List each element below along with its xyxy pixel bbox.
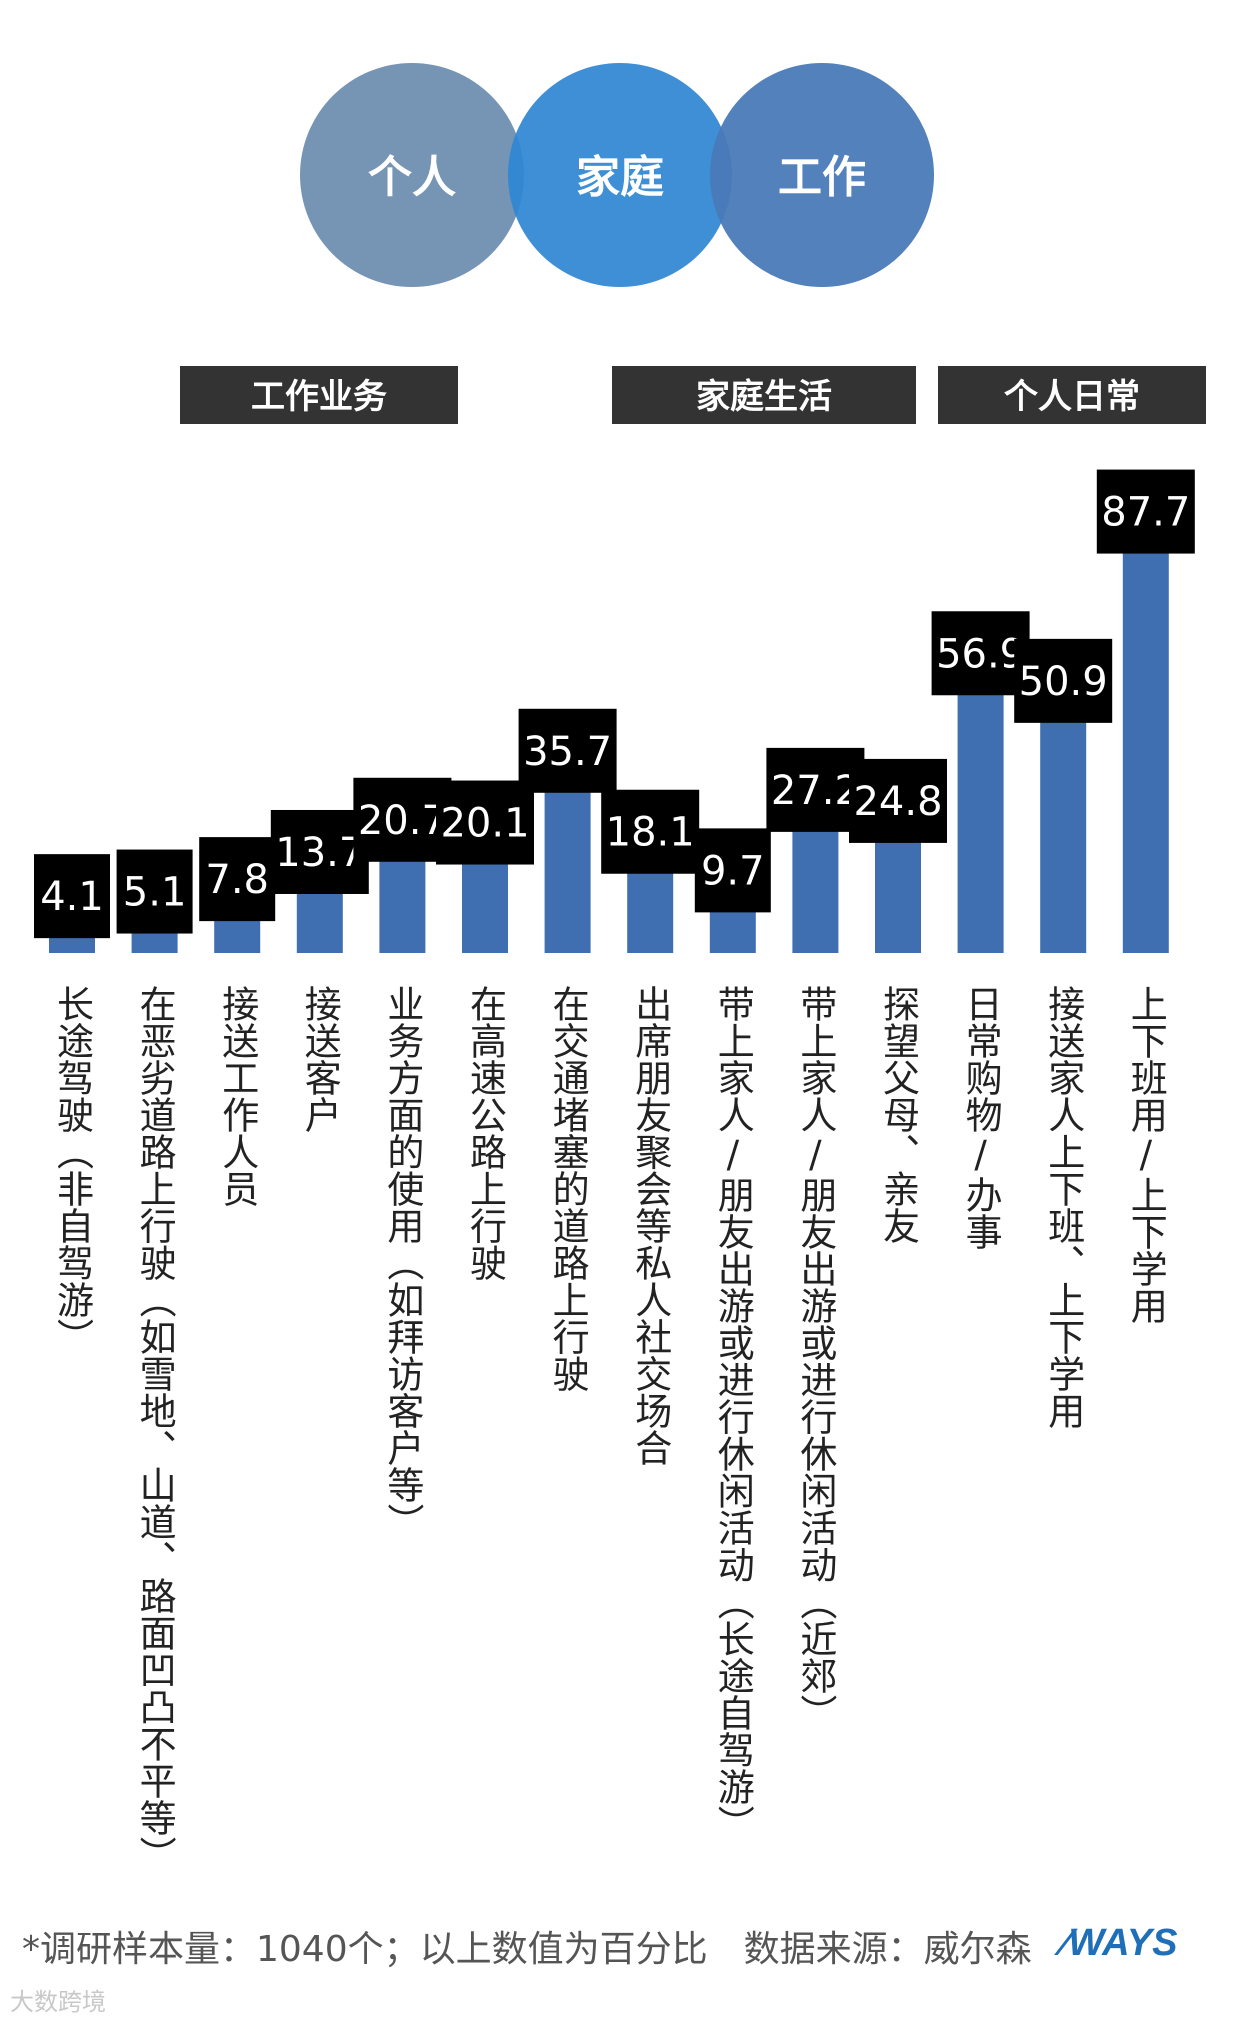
category-label-4: 业务方面的使用（如拜访客户等） (381, 985, 425, 1540)
bar-series (49, 549, 1169, 953)
value-label-5: 20.1 (440, 801, 529, 847)
sample-note: *调研样本量：1040个；以上数值为百分比 (22, 1929, 708, 1970)
value-label-box-4 (353, 777, 452, 862)
category-labels: 长途驾驶（非自驾游） 在恶劣道路上行驶（如雪地、山道、路面凹凸不平等） 接送工作人员… (51, 985, 1168, 1873)
group-headers: 工作业务 家庭生活 个人日常 (180, 366, 1206, 424)
bar-12 (1040, 718, 1087, 953)
value-label-0: 4.1 (40, 874, 104, 920)
bar-9 (792, 827, 839, 953)
value-label-7: 18.1 (606, 810, 695, 856)
value-label-6: 35.7 (523, 729, 612, 775)
value-label-box-9 (766, 747, 865, 832)
bar-7 (627, 869, 674, 953)
venn-circle-personal (300, 63, 524, 287)
value-label-3: 13.7 (275, 830, 364, 876)
value-label-box-11 (931, 611, 1030, 696)
value-label-box-8 (694, 828, 771, 913)
bar-3 (296, 889, 343, 953)
venn-diagram: 个人 家庭 工作 (300, 63, 934, 287)
value-label-box-7 (601, 789, 700, 874)
category-label-10: 探望父母、亲友 (877, 985, 920, 1244)
category-label-12: 接送家人上下班、上下学用 (1042, 985, 1086, 1429)
bar-10 (875, 838, 921, 953)
category-label-11: 日常购物/办事 (959, 985, 1002, 1250)
value-label-box-6 (518, 708, 617, 793)
category-label-7: 出席朋友聚会等私人社交场合 (629, 985, 673, 1466)
category-label-9: 带上家人/朋友出游或进行休闲活动（近郊） (794, 985, 838, 1731)
swoosh-icon: ⁄ (1062, 1922, 1069, 1964)
value-labels: 4.1 5.1 7.813.720.720.1 35.7 18.19.727.224.8… (34, 469, 1195, 939)
value-label-4: 20.7 (358, 798, 447, 844)
footer: *调研样本量：1040个；以上数值为百分比 数据来源：威尔森 (22, 1920, 1032, 1972)
category-label-13: 上下班用/上下学用 (1124, 985, 1167, 1324)
bar-5 (462, 860, 508, 953)
value-label-12: 50.9 (1019, 659, 1108, 705)
watermark: 大数跨境 (10, 1988, 106, 2016)
value-label-box-10 (849, 758, 947, 843)
group-label-personal: 个人日常 (1004, 377, 1140, 417)
bar-13 (1122, 549, 1169, 953)
value-label-2: 7.8 (205, 857, 269, 903)
category-label-6: 在交通堵塞的道路上行驶 (546, 985, 590, 1392)
value-label-8: 9.7 (701, 848, 765, 894)
ways-logo: ⁄WAYS (1062, 1922, 1177, 1965)
bar-2 (214, 917, 261, 953)
group-box-family (612, 366, 916, 424)
data-source: 数据来源：威尔森 (743, 1929, 1032, 1970)
bar-1 (131, 929, 178, 953)
value-label-box-5 (436, 780, 534, 865)
category-label-3: 接送客户 (298, 985, 342, 1133)
category-label-2: 接送工作人员 (216, 985, 260, 1207)
group-label-work: 工作业务 (251, 377, 387, 417)
value-label-box-1 (116, 849, 193, 934)
bar-11 (957, 691, 1004, 953)
value-label-11: 56.9 (936, 631, 1025, 677)
venn-label-family: 家庭 (576, 152, 664, 203)
group-box-personal (938, 366, 1206, 424)
category-label-5: 在高速公路上行驶 (464, 985, 508, 1281)
logo-text: WAYS (1068, 1922, 1178, 1964)
category-label-1: 在恶劣道路上行驶（如雪地、山道、路面凹凸不平等） (133, 985, 177, 1873)
value-label-10: 24.8 (853, 779, 942, 825)
bar-0 (49, 934, 95, 953)
venn-circle-family (508, 63, 732, 287)
value-label-box-0 (34, 854, 110, 939)
venn-label-personal: 个人 (368, 152, 456, 203)
venn-label-work: 工作 (778, 152, 866, 203)
venn-circle-work (710, 63, 934, 287)
bar-4 (379, 857, 426, 953)
group-box-work (180, 366, 458, 424)
value-label-box-12 (1014, 638, 1113, 723)
value-label-1: 5.1 (123, 870, 187, 916)
bar-6 (544, 788, 591, 953)
value-label-box-13 (1096, 469, 1195, 554)
group-label-family: 家庭生活 (696, 377, 832, 417)
category-label-8: 带上家人/朋友出游或进行休闲活动（长途自驾游） (711, 985, 755, 1842)
value-label-box-2 (199, 837, 276, 922)
bar-8 (709, 908, 756, 953)
value-label-box-3 (270, 809, 369, 894)
value-label-13: 87.7 (1101, 490, 1190, 536)
value-label-9: 27.2 (771, 768, 860, 814)
category-label-0: 长途驾驶（非自驾游） (51, 985, 95, 1355)
